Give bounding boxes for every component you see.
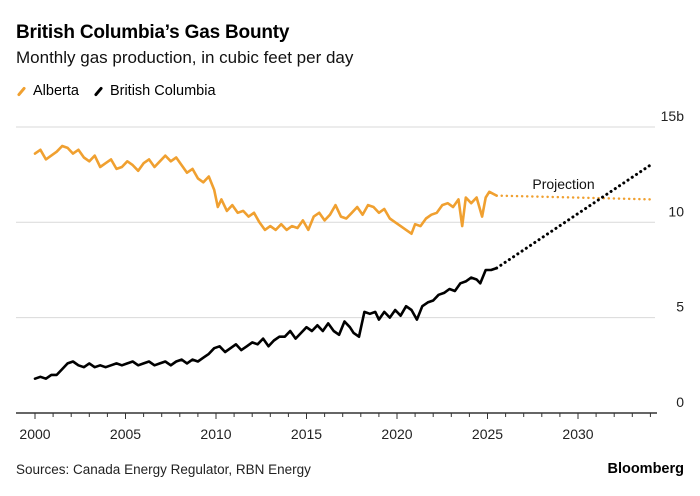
y-tick-label-15: 15b [661,108,685,124]
legend-label-british-columbia: British Columbia [109,83,216,99]
y-axis-ticks: 0 5 10 15b [661,108,685,410]
x-tick-label-2030: 2030 [562,426,593,442]
y-tick-label-5: 5 [676,299,684,315]
brand-logo: Bloomberg [607,461,684,477]
x-tick-label-2025: 2025 [472,426,503,442]
series-line-alberta [33,144,498,235]
annotation-projection: Projection [532,176,594,192]
series-line-british-columbia [33,266,498,380]
legend: Alberta British Columbia [16,83,216,99]
x-axis: 2000 2005 2010 2015 2020 2025 2030 [16,412,657,442]
series-lines [33,144,654,380]
y-tick-label-0: 0 [676,394,684,410]
gridlines [16,126,655,319]
chart-subtitle: Monthly gas production, in cubic feet pe… [16,48,354,67]
chart-title: British Columbia’s Gas Bounty [16,22,290,43]
x-tick-label-2020: 2020 [381,426,412,442]
x-tick-label-2010: 2010 [200,426,231,442]
x-tick-label-2000: 2000 [19,426,50,442]
series-line-british-columbia-projection [495,163,652,270]
legend-item-alberta: Alberta [16,83,79,99]
series-line-alberta-projection [495,194,654,201]
y-tick-label-10: 10 [668,203,684,219]
legend-label-alberta: Alberta [33,83,79,99]
annotations: Projection [532,176,594,192]
x-tick-label-2015: 2015 [291,426,322,442]
legend-item-british-columbia: British Columbia [93,83,216,99]
source-note: Sources: Canada Energy Regulator, RBN En… [16,462,311,477]
x-tick-label-2005: 2005 [110,426,141,442]
